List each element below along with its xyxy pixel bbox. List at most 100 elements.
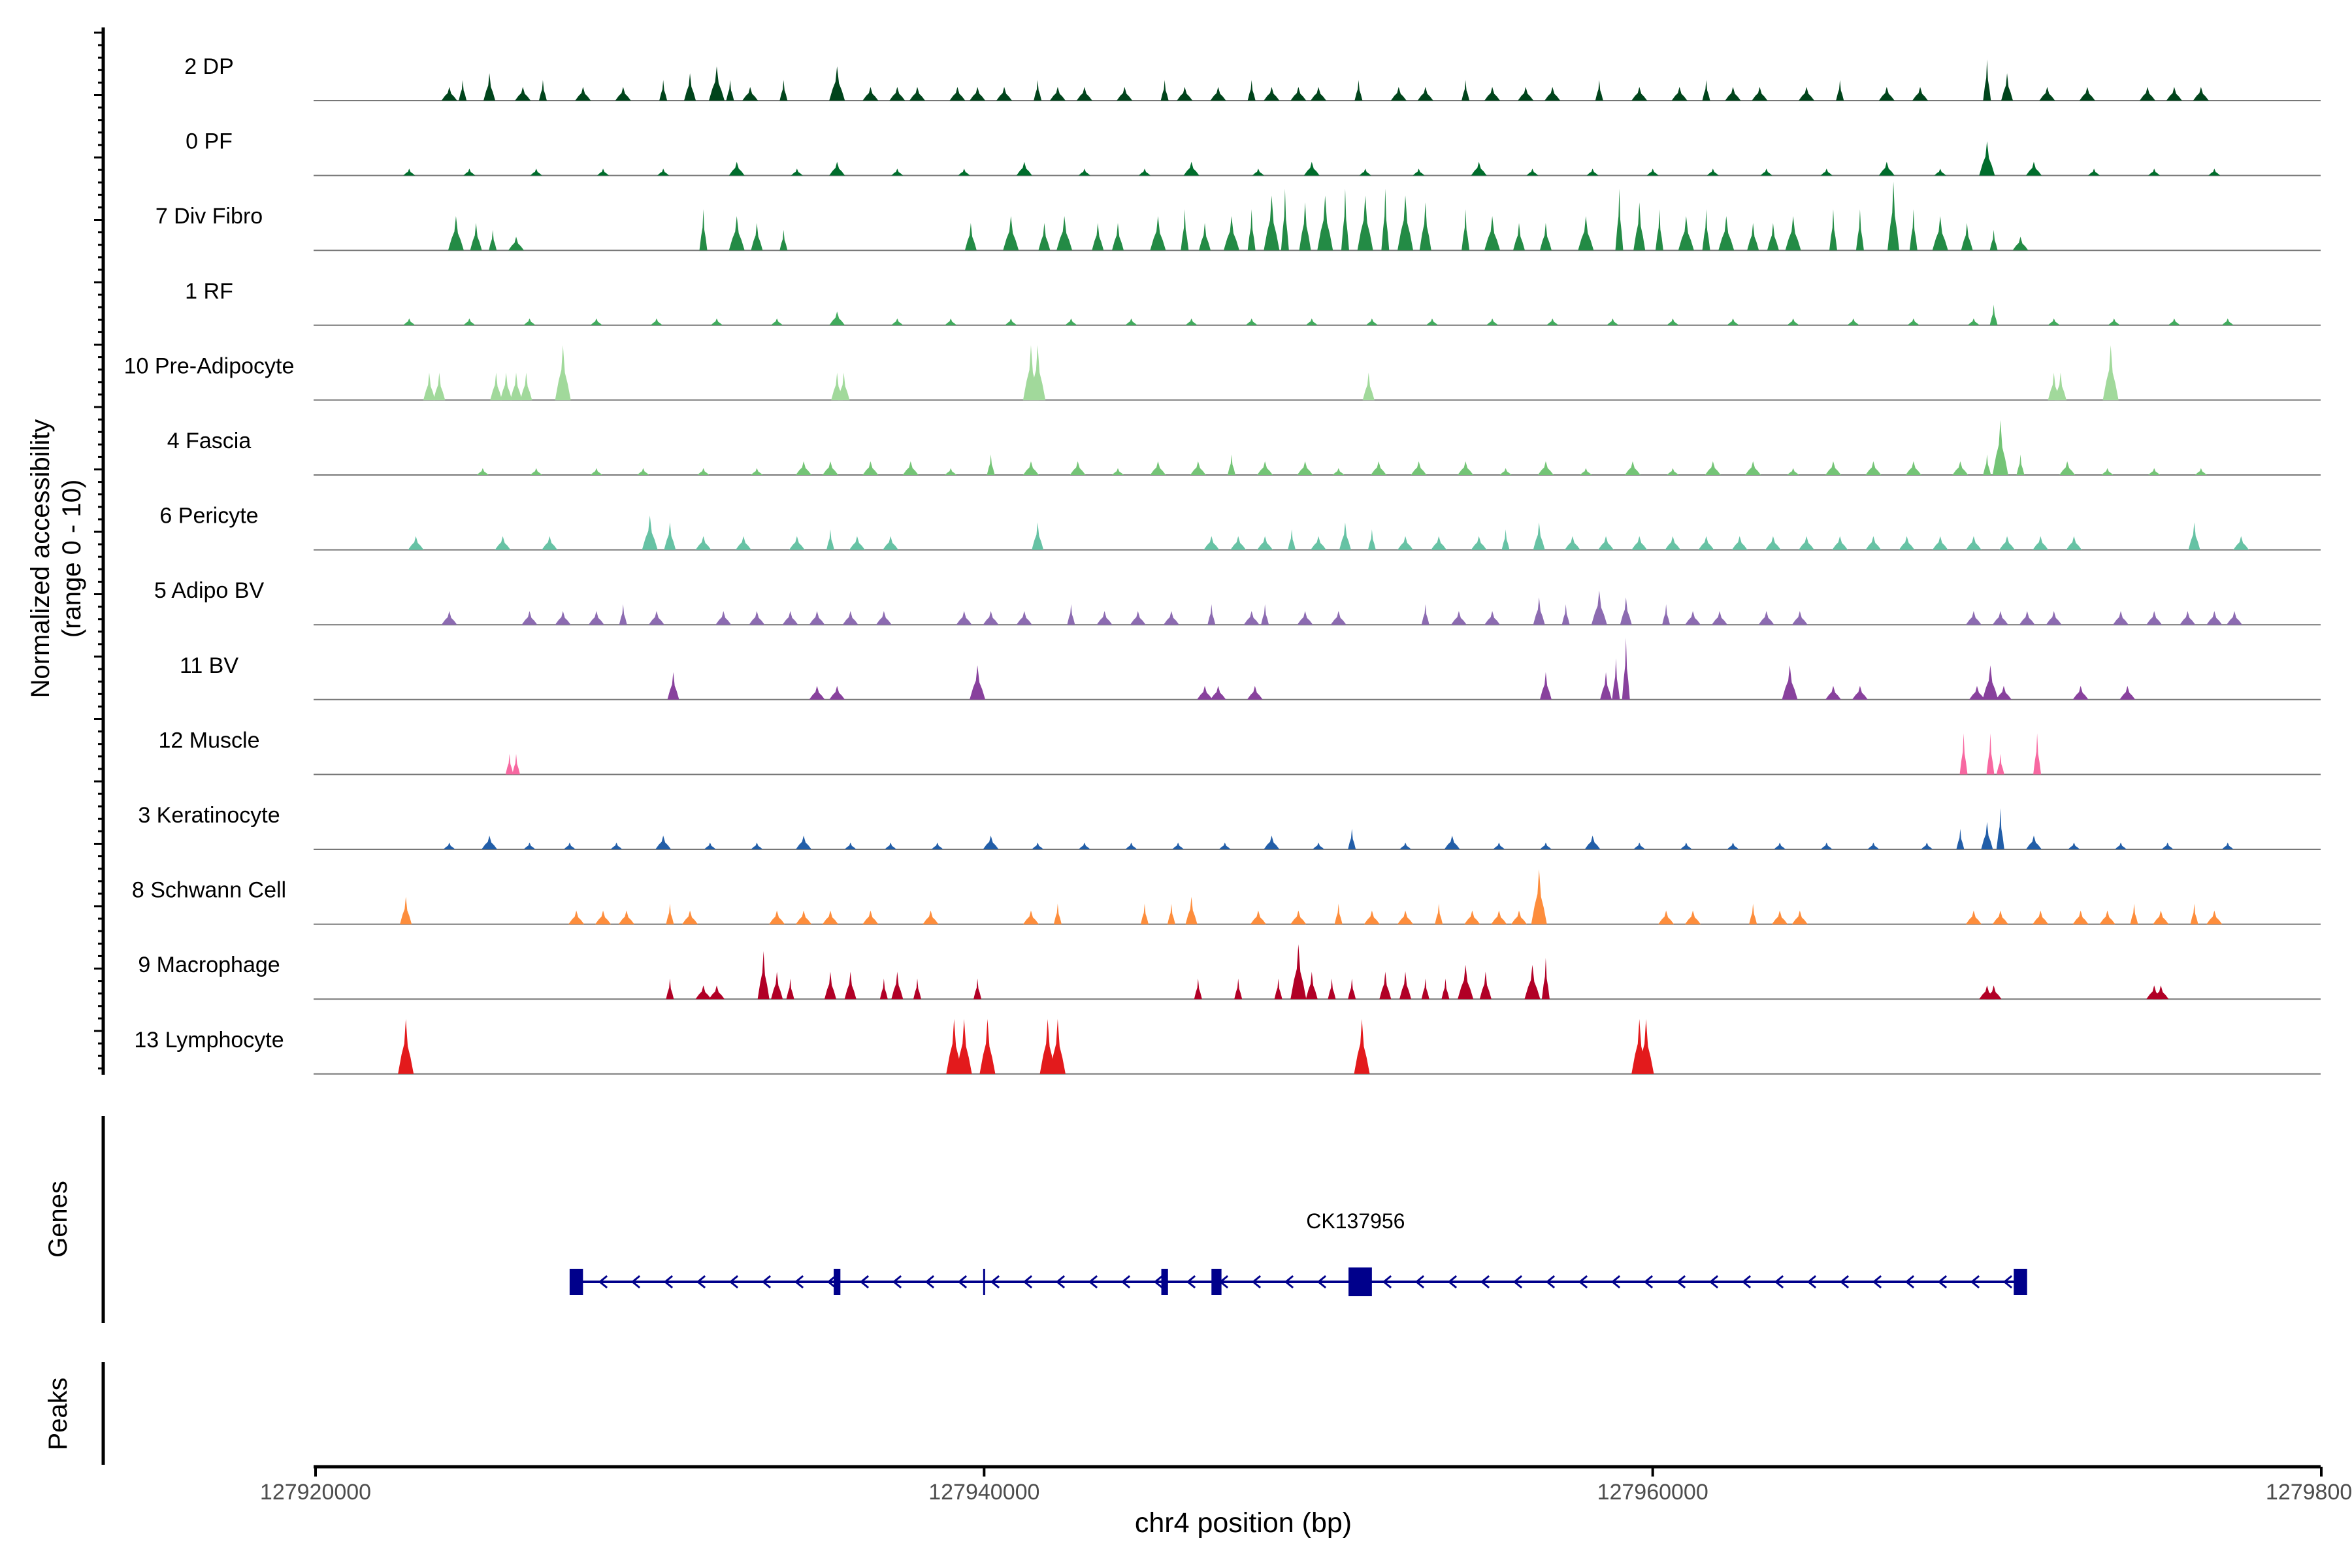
coverage-peak: [1450, 611, 1467, 625]
coverage-peak: [1397, 910, 1414, 924]
coverage-peak: [2101, 468, 2114, 475]
coverage-peak: [482, 836, 498, 849]
track: 5 Adipo BV: [154, 578, 2321, 626]
coverage-peak: [1177, 87, 1193, 101]
coverage-peak: [829, 66, 845, 101]
coverage-peak: [1203, 536, 1220, 550]
coverage-peak: [796, 461, 812, 475]
coverage-peak: [1207, 604, 1216, 625]
coverage-peak: [1501, 529, 1510, 550]
coverage-peak: [2119, 685, 2136, 700]
strand-arrow: [1610, 1275, 1621, 1289]
coverage-peak: [1620, 597, 1632, 625]
coverage-peak: [913, 978, 921, 1000]
track-label: 8 Schwann Cell: [132, 878, 286, 903]
coverage-peak: [2019, 611, 2035, 625]
track-label: 3 Keratinocyte: [138, 803, 280, 828]
coverage-peak: [1431, 536, 1447, 550]
coverage-peak: [2180, 611, 2196, 625]
coverage-peak: [1435, 904, 1443, 924]
coverage-peak: [1491, 910, 1507, 924]
coverage-peak: [403, 318, 416, 325]
coverage-peak: [443, 842, 455, 849]
coverage-peak: [2190, 904, 2198, 924]
coverage-peak: [490, 372, 502, 400]
strand-arrow: [1578, 1275, 1588, 1289]
coverage-peak: [1745, 461, 1761, 475]
coverage-peak: [1685, 611, 1701, 625]
coverage-peak: [902, 461, 919, 475]
coverage-peak: [1030, 345, 1046, 400]
coverage-peak: [1444, 836, 1460, 849]
coverage-peak: [1471, 161, 1487, 176]
track-label: 13 Lymphocyte: [134, 1028, 284, 1053]
coverage-peak: [1484, 611, 1501, 625]
coverage-peak: [597, 169, 610, 176]
track-label: 5 Adipo BV: [154, 578, 265, 603]
coverage-peak: [983, 836, 999, 849]
coverage-peak: [1365, 318, 1378, 325]
coverage-peak: [1591, 590, 1607, 625]
coverage-peak: [1138, 169, 1151, 176]
coverage-peak: [1181, 209, 1189, 251]
strand-arrow: [1839, 1275, 1850, 1289]
coverage-peak: [463, 318, 476, 325]
strand-arrow: [1186, 1275, 1196, 1289]
coverage-peak: [1968, 685, 1985, 700]
strand-arrow: [1284, 1275, 1294, 1289]
coverage-peak: [2033, 536, 2049, 550]
gene-exon: [569, 1269, 583, 1295]
coverage-peak: [964, 223, 977, 251]
coverage-peak: [2048, 318, 2060, 325]
coverage-peak: [1297, 461, 1313, 475]
coverage-peak: [1049, 87, 1066, 101]
strand-arrow: [1545, 1275, 1556, 1289]
strand-arrow: [1055, 1275, 1066, 1289]
strand-arrow: [1904, 1275, 1915, 1289]
coverage-peak: [2079, 87, 2095, 101]
strand-arrow: [1512, 1275, 1523, 1289]
coverage-peak: [1281, 188, 1289, 251]
coverage-peak: [1999, 536, 2016, 550]
coverage-peak: [1458, 461, 1474, 475]
coverage-peak: [1865, 536, 1882, 550]
coverage-peak: [1718, 216, 1735, 251]
coverage-peak: [1245, 318, 1258, 325]
coverage-peak: [970, 665, 986, 700]
strand-arrow: [1774, 1275, 1784, 1289]
coverage-peak: [1419, 202, 1431, 251]
coverage-peak: [711, 318, 723, 325]
coverage-peak: [751, 468, 763, 475]
coverage-peak: [530, 169, 542, 176]
coverage-peak: [751, 842, 763, 849]
coverage-peak: [1707, 169, 1719, 176]
coverage-peak: [946, 1019, 962, 1074]
coverage-peak: [1584, 836, 1601, 849]
coverage-peak: [1354, 1019, 1370, 1074]
coverage-peak: [2054, 372, 2066, 400]
coverage-peak: [2059, 461, 2076, 475]
coverage-peak: [1747, 223, 1759, 251]
coverage-peak: [1541, 958, 1550, 1000]
coverage-peak: [1989, 229, 1998, 251]
coverage-peak: [615, 87, 631, 101]
coverage-peak: [500, 372, 512, 400]
coverage-peak: [1615, 188, 1624, 251]
coverage-peak: [1561, 604, 1570, 625]
coverage-peak: [657, 169, 670, 176]
coverage-peak: [510, 372, 522, 400]
coverage-peak: [1518, 87, 1534, 101]
coverage-peak: [779, 229, 788, 251]
coverage-peak: [1595, 80, 1603, 101]
coverage-peak: [796, 836, 812, 849]
coverage-peak: [949, 87, 966, 101]
coverage-peak: [1774, 842, 1786, 849]
coverage-peak: [1185, 896, 1198, 924]
coverage-peak: [648, 611, 664, 625]
coverage-peak: [1787, 468, 1799, 475]
coverage-peak: [523, 318, 536, 325]
coverage-peak: [610, 842, 623, 849]
coverage-peak: [1247, 80, 1256, 101]
coverage-peak: [883, 536, 899, 550]
coverage-peak: [1899, 536, 1915, 550]
